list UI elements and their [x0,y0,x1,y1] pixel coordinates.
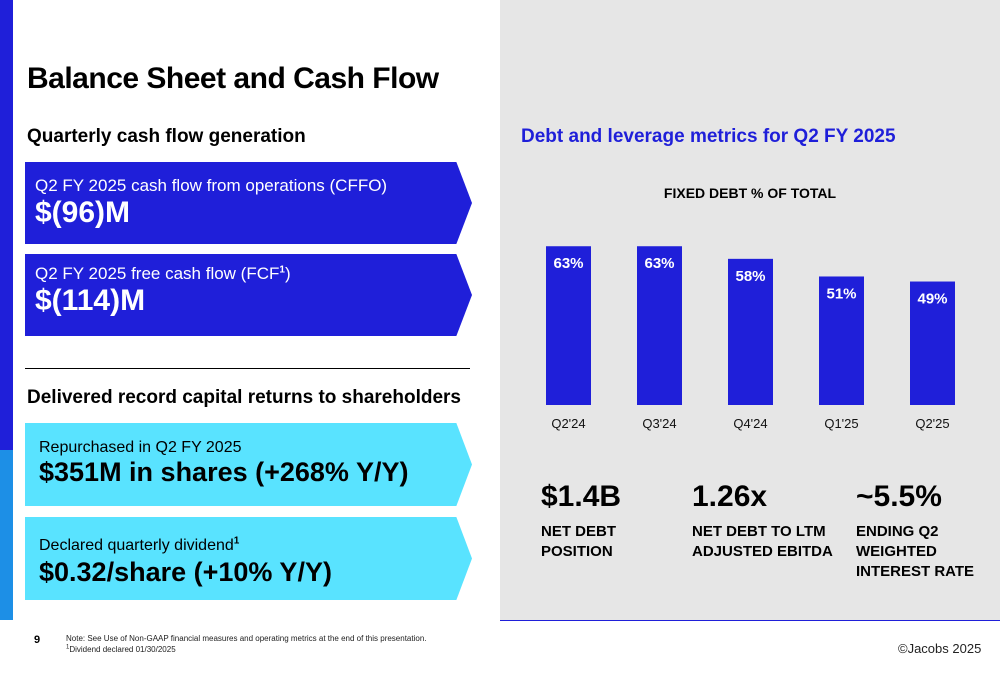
cffo-callout: Q2 FY 2025 cash flow from operations (CF… [25,162,472,244]
copyright: ©Jacobs 2025 [898,641,982,656]
bar-Q3'24 [637,246,682,405]
fixed-debt-bar-chart: 63% Q2'24 63% Q3'24 58% Q4'24 51% Q1'25 49% Q2'25 [546,246,955,431]
bar-Q1'25 [819,276,864,405]
section-divider [25,368,470,369]
dividend-label: Declared quarterly dividend1 [39,535,240,555]
repurchase-label: Repurchased in Q2 FY 2025 [39,439,242,456]
metric-interest-rate: ~5.5% ENDING Q2 WEIGHTED INTEREST RATE [856,480,1000,582]
footnote: Note: See Use of Non-GAAP financial meas… [66,633,427,655]
accent-strip-secondary [0,450,13,620]
dividend-label-text: Declared quarterly dividend [39,537,234,554]
bar-data-label: 63% [553,255,583,272]
x-tick-label: Q2'25 [915,416,949,431]
fcf-label: Q2 FY 2025 free cash flow (FCF1) [35,264,291,284]
bar-data-label: 63% [644,255,674,272]
chart-title: FIXED DEBT % OF TOTAL [663,185,837,201]
fcf-footnote-marker: 1 [279,264,285,276]
x-tick-label: Q4'24 [733,416,767,431]
fcf-label-text: Q2 FY 2025 free cash flow (FCF [35,264,280,283]
fcf-callout: Q2 FY 2025 free cash flow (FCF1) $(114)M [25,254,472,336]
metric-label: NET DEBT TO LTM ADJUSTED EBITDA [692,523,833,560]
footnote-line-2: 1Dividend declared 01/30/2025 [66,644,427,655]
accent-strip [0,0,13,450]
metric-value: $1.4B [541,480,622,513]
debt-leverage-heading: Debt and leverage metrics for Q2 FY 2025 [521,126,896,147]
dividend-footnote-marker: 1 [233,535,240,547]
slide-title: Balance Sheet and Cash Flow [27,62,439,95]
bar-Q4'24 [728,258,773,405]
x-tick-label: Q2'24 [551,416,585,431]
dividend-callout: Declared quarterly dividend1 $0.32/share… [25,517,472,600]
cash-flow-heading: Quarterly cash flow generation [27,126,306,147]
metric-leverage-ratio: 1.26x NET DEBT TO LTM ADJUSTED EBITDA [692,480,842,562]
footnote-marker: 1 [66,644,70,651]
page-number: 9 [34,634,41,646]
x-tick-label: Q3'24 [642,416,676,431]
cffo-label: Q2 FY 2025 cash flow from operations (CF… [35,176,388,195]
metric-value: 1.26x [692,480,768,513]
fcf-label-close: ) [284,264,291,283]
dividend-value: $0.32/share (+10% Y/Y) [39,557,332,587]
repurchase-value: $351M in shares (+268% Y/Y) [39,457,409,487]
metric-label: NET DEBT POSITION [541,523,616,560]
footnote-line-1: Note: See Use of Non-GAAP financial meas… [66,634,427,643]
footer-rule [500,620,1000,621]
capital-returns-heading: Delivered record capital returns to shar… [27,387,461,408]
footnote-line-2-text: Dividend declared 01/30/2025 [69,645,176,654]
metric-net-debt: $1.4B NET DEBT POSITION [541,480,691,562]
bar-data-label: 51% [826,285,856,302]
metric-value: ~5.5% [856,480,942,513]
x-tick-label: Q1'25 [824,416,858,431]
bar-Q2'24 [546,246,591,405]
metric-label: ENDING Q2 WEIGHTED INTEREST RATE [856,523,975,580]
fcf-value: $(114)M [35,284,146,317]
repurchase-callout: Repurchased in Q2 FY 2025 $351M in share… [25,423,472,506]
bar-data-label: 49% [917,291,947,308]
cffo-value: $(96)M [35,196,131,229]
bar-Q2'25 [910,281,955,405]
bar-data-label: 58% [735,268,765,285]
